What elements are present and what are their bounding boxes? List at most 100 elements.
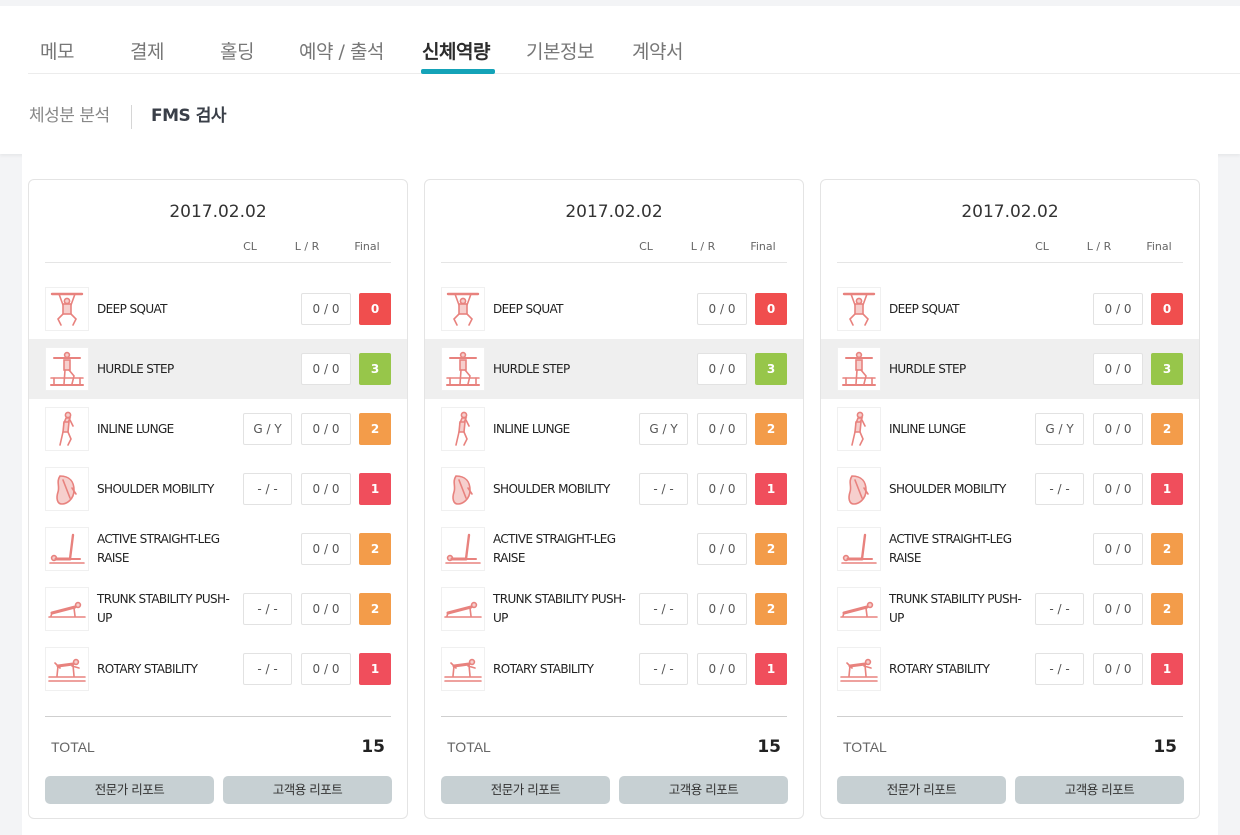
shoulder-mobility-icon <box>441 467 485 511</box>
final-score-badge: 0 <box>1151 293 1183 325</box>
trunk-stability-push-up-icon-figure <box>48 601 86 618</box>
row-name-text: INLINE LUNGE <box>493 421 570 436</box>
total-divider <box>837 716 1183 717</box>
cl-value: - / - <box>1035 473 1084 505</box>
cl-value: - / - <box>639 653 688 685</box>
shoulder-mobility-icon <box>837 467 881 511</box>
final-score-badge: 1 <box>755 473 787 505</box>
total-divider <box>441 716 787 717</box>
lr-value: 0 / 0 <box>301 473 351 505</box>
total-value: 15 <box>1153 737 1177 757</box>
lr-value: 0 / 0 <box>301 593 351 625</box>
tab-basic-info[interactable]: 기본정보 <box>526 41 594 63</box>
tab-memo[interactable]: 메모 <box>40 41 74 63</box>
header-divider <box>441 262 787 263</box>
column-header-lr: L / R <box>294 240 320 253</box>
final-score-badge: 1 <box>755 653 787 685</box>
row-name: TRUNK STABILITY PUSH-UP <box>889 579 1029 639</box>
customer-report-button[interactable]: 고객용 리포트 <box>1015 776 1184 804</box>
row-name-text: DEEP SQUAT <box>493 301 564 316</box>
row-name: HURDLE STEP <box>493 339 633 399</box>
final-score-badge: 2 <box>359 593 391 625</box>
row-name-text: DEEP SQUAT <box>97 301 168 316</box>
total-label: TOTAL <box>843 739 887 755</box>
active-straight-leg-raise-icon-figure <box>49 533 85 564</box>
hurdle-step-icon <box>45 347 89 391</box>
cl-value: G / Y <box>243 413 292 445</box>
row-name-text: ACTIVE STRAIGHT-LEG RAISE <box>889 532 1012 565</box>
subtab-fms-test[interactable]: FMS 검사 <box>151 106 226 126</box>
customer-report-button[interactable]: 고객용 리포트 <box>619 776 788 804</box>
row-name-text: TRUNK STABILITY PUSH-UP <box>97 592 230 625</box>
column-header-lr: L / R <box>690 240 716 253</box>
row-name: ACTIVE STRAIGHT-LEG RAISE <box>493 519 633 579</box>
trunk-stability-push-up-icon-figure <box>840 601 878 618</box>
customer-report-button[interactable]: 고객용 리포트 <box>223 776 392 804</box>
row-name: ROTARY STABILITY <box>97 639 237 699</box>
cl-value: - / - <box>1035 653 1084 685</box>
card-date: 2017.02.02 <box>961 202 1059 222</box>
expert-report-button[interactable]: 전문가 리포트 <box>441 776 610 804</box>
total-divider <box>45 716 391 717</box>
tab-payment[interactable]: 결제 <box>130 41 164 63</box>
row-name: TRUNK STABILITY PUSH-UP <box>97 579 237 639</box>
tab-contract[interactable]: 계약서 <box>632 41 683 63</box>
final-score-badge: 2 <box>1151 533 1183 565</box>
lr-value: 0 / 0 <box>697 473 747 505</box>
lr-value: 0 / 0 <box>1093 413 1143 445</box>
rotary-stability-icon-figure <box>48 658 86 682</box>
column-header-cl: CL <box>1035 240 1049 253</box>
total-label: TOTAL <box>447 739 491 755</box>
row-name-text: SHOULDER MOBILITY <box>97 481 214 496</box>
card-date: 2017.02.02 <box>169 202 267 222</box>
tab-physical-capacity[interactable]: 신체역량 <box>422 41 490 63</box>
tab-holding[interactable]: 홀딩 <box>220 41 254 63</box>
row-name-text: ROTARY STABILITY <box>97 661 198 676</box>
cl-value: - / - <box>243 473 292 505</box>
expert-report-button[interactable]: 전문가 리포트 <box>837 776 1006 804</box>
row-name: ROTARY STABILITY <box>493 639 633 699</box>
fms-card: 2017.02.02 CL L / R Final DEEP SQUAT 0 / 0 0 HU… <box>28 179 408 819</box>
shoulder-mobility-icon-figure <box>56 475 77 505</box>
trunk-stability-push-up-icon <box>45 587 89 631</box>
rotary-stability-icon <box>45 647 89 691</box>
row-name: ACTIVE STRAIGHT-LEG RAISE <box>889 519 1029 579</box>
hurdle-step-icon-figure <box>50 351 84 386</box>
subtab-body-composition[interactable]: 체성분 분석 <box>29 106 110 126</box>
row-name: HURDLE STEP <box>97 339 237 399</box>
row-name: INLINE LUNGE <box>97 399 237 459</box>
hurdle-step-icon-figure <box>446 351 480 386</box>
deep-squat-icon <box>837 287 881 331</box>
cl-value: - / - <box>243 593 292 625</box>
inline-lunge-icon <box>837 407 881 451</box>
expert-report-button[interactable]: 전문가 리포트 <box>45 776 214 804</box>
lr-value: 0 / 0 <box>1093 473 1143 505</box>
tab-reservation-attendance[interactable]: 예약 / 출석 <box>299 41 384 63</box>
final-score-badge: 2 <box>1151 413 1183 445</box>
lr-value: 0 / 0 <box>697 593 747 625</box>
cl-value: G / Y <box>1035 413 1084 445</box>
column-header-cl: CL <box>639 240 653 253</box>
row-name-text: HURDLE STEP <box>97 361 174 376</box>
